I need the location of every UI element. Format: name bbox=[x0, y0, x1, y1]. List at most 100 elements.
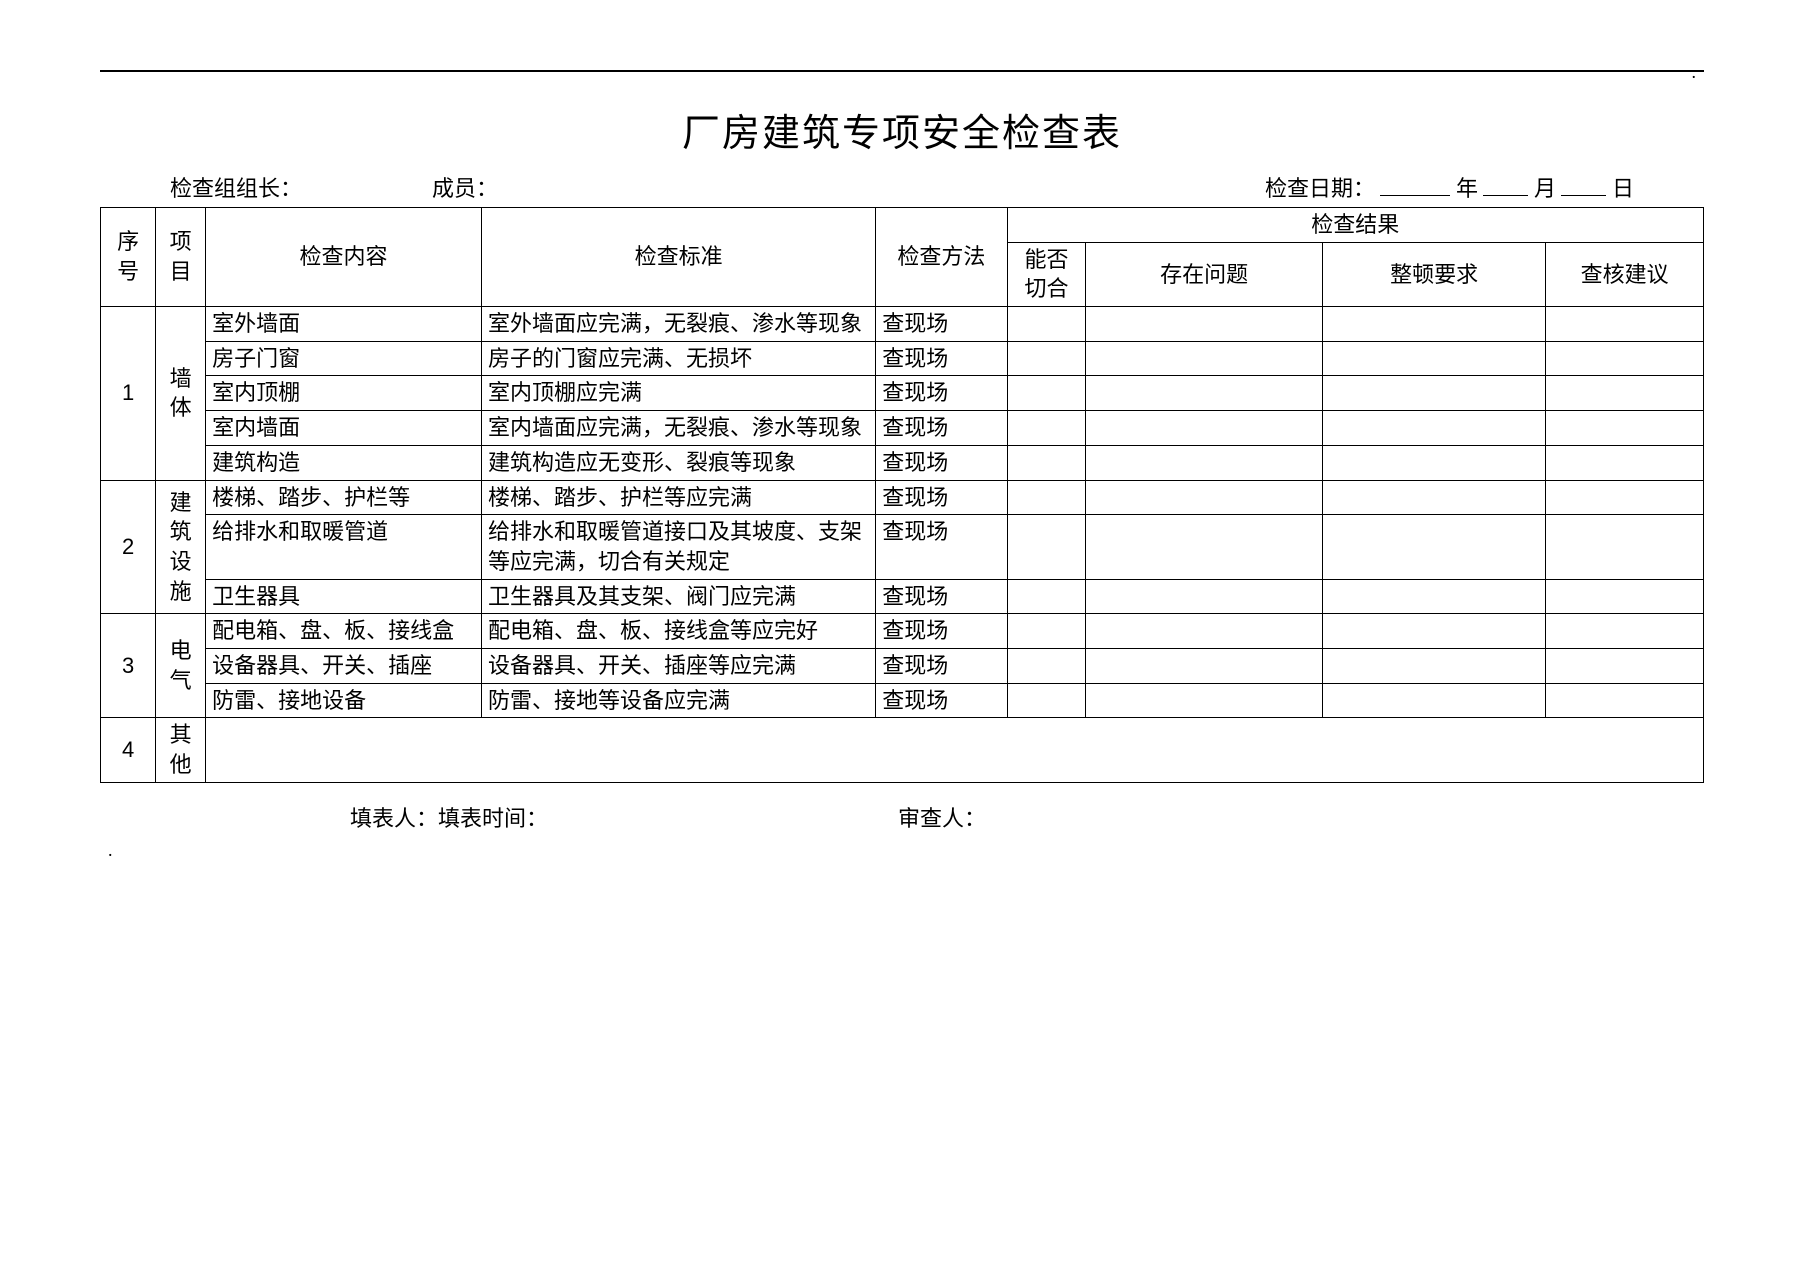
cell-fit[interactable] bbox=[1007, 648, 1086, 683]
cell-content: 防雷、接地设备 bbox=[206, 683, 482, 718]
cell-requirement[interactable] bbox=[1322, 648, 1545, 683]
cell-problem[interactable] bbox=[1086, 480, 1323, 515]
cell-suggestion[interactable] bbox=[1546, 515, 1704, 579]
table-head: 序号 项目 检查内容 检查标准 检查方法 检查结果 能否切合 存在问题 整顿要求… bbox=[101, 208, 1704, 307]
cell-standard: 房子的门窗应完满、无损坏 bbox=[482, 341, 876, 376]
cell-problem[interactable] bbox=[1086, 515, 1323, 579]
cell-fit[interactable] bbox=[1007, 411, 1086, 446]
table-row: 3电气配电箱、盘、板、接线盒配电箱、盘、板、接线盒等应完好查现场 bbox=[101, 614, 1704, 649]
cell-problem[interactable] bbox=[1086, 579, 1323, 614]
th-fit: 能否切合 bbox=[1007, 242, 1086, 306]
cell-requirement[interactable] bbox=[1322, 376, 1545, 411]
cell-requirement[interactable] bbox=[1322, 445, 1545, 480]
cell-method: 查现场 bbox=[876, 411, 1007, 446]
cell-problem[interactable] bbox=[1086, 341, 1323, 376]
cell-method: 查现场 bbox=[876, 515, 1007, 579]
table-row: 4其他 bbox=[101, 718, 1704, 782]
cell-requirement[interactable] bbox=[1322, 515, 1545, 579]
cell-fit[interactable] bbox=[1007, 307, 1086, 342]
cell-fit[interactable] bbox=[1007, 683, 1086, 718]
cell-problem[interactable] bbox=[1086, 376, 1323, 411]
cell-method: 查现场 bbox=[876, 683, 1007, 718]
cell-requirement[interactable] bbox=[1322, 579, 1545, 614]
cell-standard: 室内墙面应完满，无裂痕、渗水等现象 bbox=[482, 411, 876, 446]
table-row: 建筑构造建筑构造应无变形、裂痕等现象查现场 bbox=[101, 445, 1704, 480]
th-requirement: 整顿要求 bbox=[1322, 242, 1545, 306]
cell-method: 查现场 bbox=[876, 614, 1007, 649]
cell-item: 其他 bbox=[156, 718, 206, 782]
cell-suggestion[interactable] bbox=[1546, 376, 1704, 411]
cell-requirement[interactable] bbox=[1322, 411, 1545, 446]
cell-method: 查现场 bbox=[876, 445, 1007, 480]
cell-method: 查现场 bbox=[876, 579, 1007, 614]
cell-fit[interactable] bbox=[1007, 480, 1086, 515]
cell-content: 室内顶棚 bbox=[206, 376, 482, 411]
cell-seq: 1 bbox=[101, 307, 156, 480]
cell-method: 查现场 bbox=[876, 307, 1007, 342]
cell-requirement[interactable] bbox=[1322, 614, 1545, 649]
table-row: 房子门窗房子的门窗应完满、无损坏查现场 bbox=[101, 341, 1704, 376]
cell-problem[interactable] bbox=[1086, 614, 1323, 649]
cell-requirement[interactable] bbox=[1322, 341, 1545, 376]
table-row: 设备器具、开关、插座设备器具、开关、插座等应完满查现场 bbox=[101, 648, 1704, 683]
reviewer-label: 审查人： bbox=[898, 801, 986, 833]
cell-requirement[interactable] bbox=[1322, 307, 1545, 342]
cell-fit[interactable] bbox=[1007, 341, 1086, 376]
cell-blank[interactable] bbox=[206, 718, 1704, 782]
cell-requirement[interactable] bbox=[1322, 480, 1545, 515]
cell-seq: 4 bbox=[101, 718, 156, 782]
cell-standard: 室内顶棚应完满 bbox=[482, 376, 876, 411]
cell-suggestion[interactable] bbox=[1546, 683, 1704, 718]
cell-suggestion[interactable] bbox=[1546, 307, 1704, 342]
cell-item: 电气 bbox=[156, 614, 206, 718]
date-label: 检查日期： bbox=[1265, 176, 1375, 201]
cell-seq: 3 bbox=[101, 614, 156, 718]
table-row: 2建筑设施楼梯、踏步、护栏等楼梯、踏步、护栏等应完满查现场 bbox=[101, 480, 1704, 515]
blank-month[interactable] bbox=[1483, 174, 1528, 196]
cell-standard: 防雷、接地等设备应完满 bbox=[482, 683, 876, 718]
cell-content: 设备器具、开关、插座 bbox=[206, 648, 482, 683]
page: . 厂房建筑专项安全检查表 检查组组长： 成员： 检查日期： 年 月 日 序号 … bbox=[0, 0, 1804, 1274]
footer-left: 填表人：填表时间： bbox=[350, 801, 548, 833]
blank-day[interactable] bbox=[1561, 174, 1606, 196]
cell-problem[interactable] bbox=[1086, 683, 1323, 718]
day-suffix: 日 bbox=[1612, 176, 1634, 201]
cell-suggestion[interactable] bbox=[1546, 445, 1704, 480]
table-row: 室内墙面室内墙面应完满，无裂痕、渗水等现象查现场 bbox=[101, 411, 1704, 446]
cell-problem[interactable] bbox=[1086, 648, 1323, 683]
cell-standard: 卫生器具及其支架、阀门应完满 bbox=[482, 579, 876, 614]
cell-standard: 配电箱、盘、板、接线盒等应完好 bbox=[482, 614, 876, 649]
cell-fit[interactable] bbox=[1007, 445, 1086, 480]
th-problem: 存在问题 bbox=[1086, 242, 1323, 306]
cell-standard: 室外墙面应完满，无裂痕、渗水等现象 bbox=[482, 307, 876, 342]
top-horizontal-rule bbox=[100, 70, 1704, 72]
cell-fit[interactable] bbox=[1007, 614, 1086, 649]
cell-content: 房子门窗 bbox=[206, 341, 482, 376]
table-row: 防雷、接地设备防雷、接地等设备应完满查现场 bbox=[101, 683, 1704, 718]
cell-content: 卫生器具 bbox=[206, 579, 482, 614]
cell-suggestion[interactable] bbox=[1546, 648, 1704, 683]
cell-standard: 楼梯、踏步、护栏等应完满 bbox=[482, 480, 876, 515]
cell-problem[interactable] bbox=[1086, 445, 1323, 480]
cell-suggestion[interactable] bbox=[1546, 411, 1704, 446]
cell-requirement[interactable] bbox=[1322, 683, 1545, 718]
cell-fit[interactable] bbox=[1007, 579, 1086, 614]
cell-standard: 给排水和取暖管道接口及其坡度、支架等应完满，切合有关规定 bbox=[482, 515, 876, 579]
cell-fit[interactable] bbox=[1007, 515, 1086, 579]
table-row: 给排水和取暖管道给排水和取暖管道接口及其坡度、支架等应完满，切合有关规定查现场 bbox=[101, 515, 1704, 579]
cell-suggestion[interactable] bbox=[1546, 579, 1704, 614]
blank-year[interactable] bbox=[1380, 174, 1450, 196]
cell-problem[interactable] bbox=[1086, 307, 1323, 342]
th-result-group: 检查结果 bbox=[1007, 208, 1703, 243]
cell-suggestion[interactable] bbox=[1546, 341, 1704, 376]
leader-label: 检查组组长： bbox=[170, 171, 302, 203]
cell-suggestion[interactable] bbox=[1546, 614, 1704, 649]
cell-content: 室内墙面 bbox=[206, 411, 482, 446]
cell-problem[interactable] bbox=[1086, 411, 1323, 446]
th-item: 项目 bbox=[156, 208, 206, 307]
cell-method: 查现场 bbox=[876, 376, 1007, 411]
cell-fit[interactable] bbox=[1007, 376, 1086, 411]
th-standard: 检查标准 bbox=[482, 208, 876, 307]
cell-content: 建筑构造 bbox=[206, 445, 482, 480]
cell-suggestion[interactable] bbox=[1546, 480, 1704, 515]
